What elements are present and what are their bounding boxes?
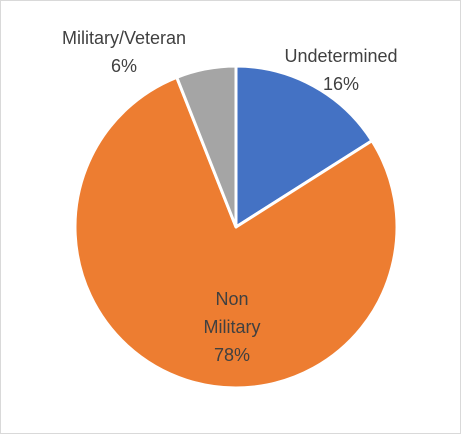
slice-label-non-military-line2: Military [204, 317, 261, 337]
pie-slice-military-veteran [175, 64, 238, 229]
slice-label-non-military-value: 78% [214, 345, 250, 365]
slice-label-non-military-line1: Non [215, 289, 248, 309]
pie-slice-non-military [73, 75, 399, 390]
slice-label-undetermined-name: Undetermined [284, 46, 397, 66]
slice-label-military-veteran-name: Military/Veteran [62, 28, 186, 48]
pie-slice-undetermined [234, 64, 374, 229]
slice-label-military-veteran-value: 6% [111, 56, 137, 76]
slice-label-undetermined-value: 16% [323, 74, 359, 94]
